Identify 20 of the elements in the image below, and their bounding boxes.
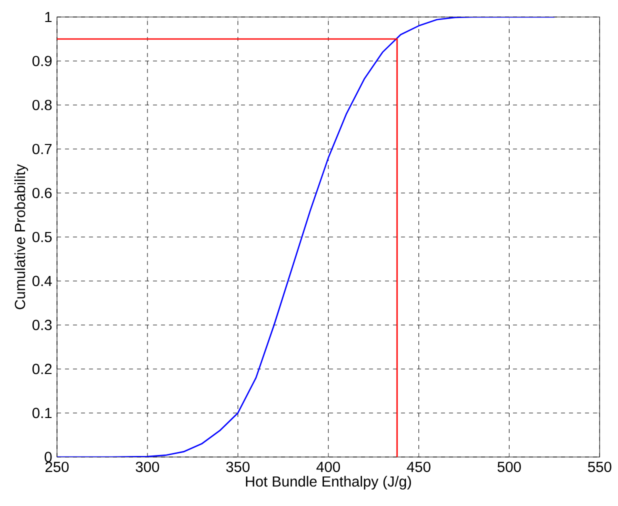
y-tick-label: 0.9	[32, 56, 52, 66]
y-tick-label: 0.1	[32, 408, 52, 418]
x-tick-label: 450	[406, 462, 430, 472]
x-axis-title: Hot Bundle Enthalpy (J/g)	[246, 476, 411, 490]
x-tick-label: 550	[588, 462, 612, 472]
y-tick-label: 0.4	[32, 276, 52, 286]
x-tick-label: 400	[316, 462, 340, 472]
y-tick-label: 0.2	[32, 364, 52, 374]
y-tick-label: 0.8	[32, 100, 52, 110]
y-tick-label: 0.6	[32, 188, 52, 198]
y-tick-label: 0	[44, 452, 52, 462]
y-tick-label: 0.3	[32, 320, 52, 330]
x-tick-label: 250	[46, 462, 69, 472]
x-tick-label: 500	[498, 462, 521, 472]
y-tick-label: 0.5	[32, 232, 52, 242]
y-axis-title: Cumulative Probability	[14, 164, 28, 310]
y-tick-label: 1	[45, 12, 52, 22]
x-tick-label: 350	[226, 462, 250, 472]
y-tick-label: 0.7	[32, 144, 52, 154]
x-tick-label: 300	[136, 462, 160, 472]
